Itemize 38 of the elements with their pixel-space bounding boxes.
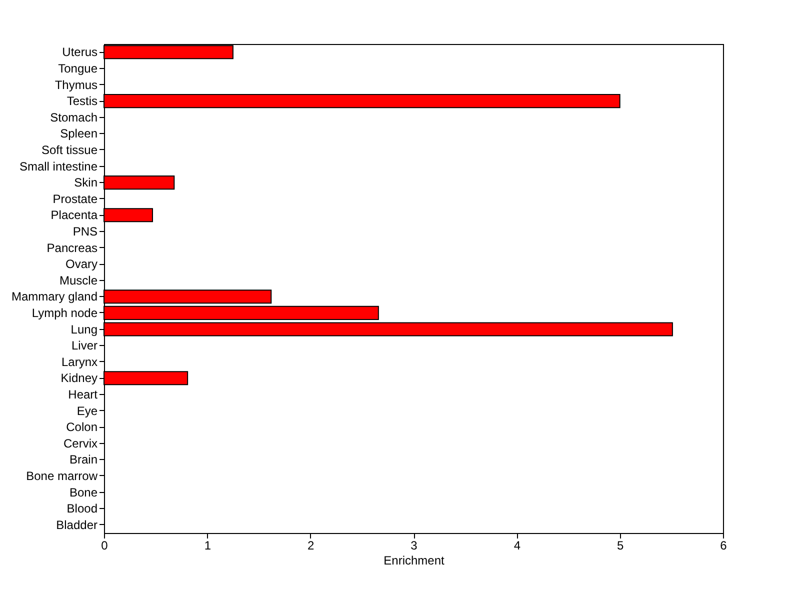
y-tick-label: Liver	[71, 338, 98, 353]
y-tick-label: Eye	[76, 404, 98, 418]
y-tick-label: Bladder	[56, 518, 98, 532]
y-tick-label: Bone	[69, 485, 98, 500]
x-tick-label: 3	[410, 538, 418, 552]
y-tick-label: Prostate	[52, 192, 98, 206]
y-tick-label: Blood	[66, 502, 98, 516]
y-tick-label: Thymus	[54, 78, 98, 92]
y-tick-label: Brain	[69, 452, 98, 467]
y-tick-label: Soft tissue	[41, 142, 98, 157]
y-tick-label: Kidney	[60, 371, 98, 386]
y-tick-label: Tongue	[58, 61, 98, 76]
y-tick-label: Placenta	[50, 208, 98, 222]
x-tick-label: 6	[720, 538, 728, 552]
y-tick-label: Colon	[66, 420, 98, 434]
y-tick-label: Lymph node	[32, 306, 98, 320]
y-tick-label: Skin	[74, 176, 98, 190]
y-tick-label: Spleen	[60, 126, 98, 141]
y-tick-label: Ovary	[65, 257, 98, 272]
x-tick-label: 4	[514, 538, 521, 552]
y-tick-label: Small intestine	[19, 159, 98, 174]
y-tick-label: Stomach	[50, 110, 98, 124]
x-tick-label: 1	[204, 538, 212, 552]
x-tick-label: 0	[101, 538, 108, 552]
x-tick-label: 5	[616, 538, 624, 552]
y-tick-label: Lung	[70, 322, 98, 336]
y-tick-label: Muscle	[59, 273, 98, 288]
x-tick-label: 2	[307, 538, 314, 552]
y-tick-label: Larynx	[61, 354, 98, 369]
y-tick-label: Cervix	[63, 436, 98, 450]
y-tick-label: PNS	[72, 224, 98, 238]
y-tick-label: Pancreas	[46, 240, 98, 255]
y-tick-label: Mammary gland	[11, 290, 98, 304]
y-tick-label: Heart	[68, 387, 98, 402]
y-tick-label: Testis	[66, 94, 98, 108]
y-tick-label: Bone marrow	[26, 468, 98, 483]
x-axis-title: Enrichment	[384, 554, 446, 568]
y-tick-label: Uterus	[62, 45, 98, 60]
